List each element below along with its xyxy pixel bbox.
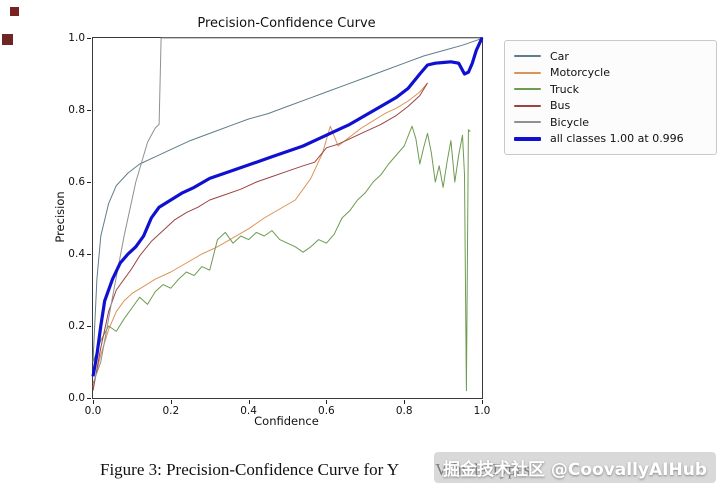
artifact-square-2 <box>2 34 13 45</box>
figure-caption-prefix: Figure 3: Precision-Confidence Curve for… <box>100 460 400 479</box>
legend: Car Motorcycle Truck Bus Bicycle all classes … <box>504 40 717 155</box>
y-tick-label: 1.0 <box>68 32 85 44</box>
x-tick-label: 0.8 <box>395 405 413 417</box>
legend-line-swatch <box>514 71 541 74</box>
legend-label: Bus <box>550 99 571 113</box>
legend-line-swatch <box>514 104 541 107</box>
legend-line-swatch <box>514 88 541 91</box>
legend-item: Truck <box>514 81 707 98</box>
x-tickmark <box>326 400 328 404</box>
y-tickmark <box>87 110 91 111</box>
plot-area: 0.0 0.2 0.4 0.6 0.8 1.0 0.0 0.2 0.4 0.6 0.8 1.0 <box>68 32 490 417</box>
y-tickmark <box>87 254 91 255</box>
y-tick-label: 0.0 <box>68 392 85 404</box>
series-line-5 <box>91 37 484 377</box>
y-tick-label: 0.2 <box>68 320 85 332</box>
legend-label: Truck <box>550 82 580 96</box>
x-tick-label: 0.4 <box>240 405 257 417</box>
x-tickmark <box>482 400 483 404</box>
x-axis-label: Confidence <box>254 414 319 428</box>
x-tick-label: 1.0 <box>473 405 491 417</box>
legend-label: Motorcycle <box>550 66 610 80</box>
y-tick-label: 0.8 <box>68 104 85 116</box>
y-tick-label: 0.6 <box>68 176 85 188</box>
artifact-square-1 <box>10 7 19 16</box>
legend-line-swatch <box>514 55 541 58</box>
y-axis-label: Precision <box>53 191 67 243</box>
watermark-text: 掘金技术社区 @CoovallyAIHub <box>433 452 716 483</box>
x-tick-label: 0.2 <box>162 405 180 417</box>
y-tick-label: 0.4 <box>68 248 85 260</box>
legend-item: all classes 1.00 at 0.996 <box>514 131 707 148</box>
legend-item: Motorcycle <box>514 65 707 82</box>
x-tickmark <box>93 400 94 404</box>
series-line-1 <box>92 82 428 388</box>
y-tickmark <box>87 326 91 327</box>
x-tick-label: 0.0 <box>84 405 102 417</box>
series-line-2 <box>92 125 471 392</box>
legend-line-swatch <box>514 136 541 141</box>
x-tickmark <box>404 400 406 404</box>
y-tickmark <box>87 182 91 183</box>
legend-item: Bus <box>514 98 707 115</box>
y-tickmark <box>87 38 91 39</box>
x-tick-label: 0.6 <box>318 405 335 417</box>
y-tickmark <box>87 398 91 399</box>
legend-label: Bicycle <box>550 115 590 129</box>
plot-canvas <box>91 37 484 392</box>
x-tickmark <box>248 400 250 404</box>
legend-item: Bicycle <box>514 114 707 131</box>
x-tickmark <box>170 400 172 404</box>
chart-title: Precision-Confidence Curve <box>197 16 376 31</box>
legend-line-swatch <box>514 121 541 124</box>
legend-label: Car <box>550 49 569 63</box>
legend-item: Car <box>514 48 707 65</box>
legend-label: all classes 1.00 at 0.996 <box>550 132 684 146</box>
series-line-3 <box>92 82 428 391</box>
series-line-0 <box>92 37 483 363</box>
series-line-4 <box>92 37 482 384</box>
